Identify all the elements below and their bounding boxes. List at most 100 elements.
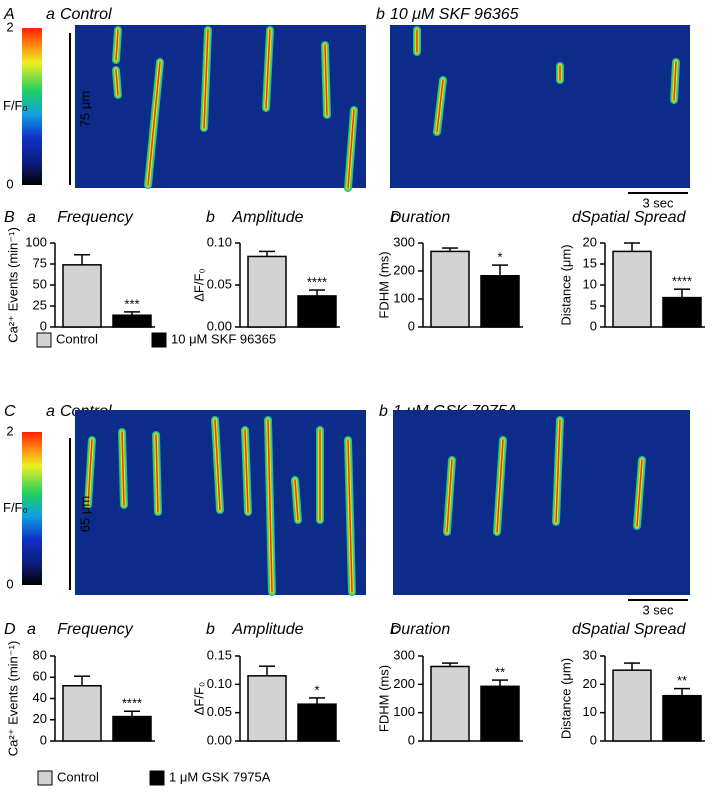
calcium-wave <box>294 479 299 521</box>
colorbar-label: F/F₀ <box>3 500 28 515</box>
colorbar-label: F/F₀ <box>3 98 28 113</box>
y-tick-label: 20 <box>583 234 597 249</box>
chart-title: Duration <box>390 621 451 638</box>
colorbar-tick-label: 2 <box>6 19 13 34</box>
panel-title: Control <box>60 6 112 23</box>
panel-letter: a <box>46 403 55 420</box>
chart-letter: a <box>27 621 36 638</box>
chart-title: Duration <box>390 209 451 226</box>
calcium-wave <box>636 459 643 527</box>
legend-swatch <box>151 332 167 348</box>
significance: *** <box>124 296 139 311</box>
kymograph <box>393 410 690 595</box>
y-tick-label: 0 <box>40 318 47 333</box>
y-tick-label: 0.00 <box>207 318 232 333</box>
calcium-wave <box>115 69 119 96</box>
significance: ** <box>677 673 687 688</box>
significance: ** <box>495 665 505 680</box>
chart-letter: c <box>391 209 399 226</box>
colorbar <box>22 432 42 585</box>
legend-label: 10 μM SKF 96365 <box>171 331 276 346</box>
y-tick-label: 200 <box>393 676 415 691</box>
calcium-wave <box>496 439 504 533</box>
legend-swatch <box>36 332 52 348</box>
y-tick-label: 10 <box>583 704 597 719</box>
chart-title: Amplitude <box>231 621 303 638</box>
panel-letter: b <box>379 403 388 420</box>
kymograph <box>390 25 690 188</box>
calcium-wave <box>155 434 159 513</box>
y-tick-label: 20 <box>33 711 47 726</box>
bar <box>480 275 520 328</box>
length-scale-label: 75 μm <box>77 91 92 127</box>
bar <box>612 669 652 742</box>
calcium-wave <box>446 459 453 533</box>
panel-letter: b <box>376 6 385 23</box>
colorbar-tick-label: 0 <box>6 576 13 591</box>
chart-letter: b <box>206 209 215 226</box>
significance: **** <box>672 274 692 289</box>
calcium-wave <box>87 439 93 506</box>
y-tick-label: 200 <box>393 262 415 277</box>
calcium-wave <box>347 439 353 593</box>
y-tick-label: 10 <box>583 276 597 291</box>
length-scale-label: 65 μm <box>77 496 92 532</box>
y-tick-label: 75 <box>33 255 47 270</box>
bar <box>62 685 102 742</box>
bar <box>662 296 702 328</box>
calcium-wave <box>265 29 271 109</box>
calcium-wave <box>324 44 328 116</box>
bar <box>662 694 702 742</box>
chart-letter: c <box>391 621 399 638</box>
y-tick-label: 40 <box>33 690 47 705</box>
y-axis-label: Ca²⁺ Events (min⁻¹) <box>5 641 20 757</box>
colorbar-tick-label: 2 <box>6 423 13 438</box>
y-tick-label: 30 <box>583 647 597 662</box>
y-tick-label: 5 <box>590 297 597 312</box>
panel-title: 10 μM SKF 96365 <box>390 6 519 23</box>
section-letter: D <box>4 621 16 638</box>
y-tick-label: 0 <box>408 318 415 333</box>
time-scale-label: 3 sec <box>642 195 674 210</box>
calcium-wave <box>555 419 561 523</box>
legend-swatch <box>149 770 165 786</box>
y-tick-label: 300 <box>393 234 415 249</box>
bar <box>247 675 287 742</box>
legend-swatch <box>37 770 53 786</box>
bar <box>247 255 287 328</box>
calcium-wave <box>267 419 273 593</box>
bar <box>430 665 470 742</box>
significance: * <box>314 682 319 697</box>
y-tick-label: 0 <box>590 318 597 333</box>
bar <box>112 715 152 742</box>
chart-title: Frequency <box>57 209 134 226</box>
calcium-wave <box>347 109 355 189</box>
chart-title: Amplitude <box>231 209 303 226</box>
y-axis-label: FDHM (ms) <box>376 665 391 732</box>
chart-letter: a <box>27 209 36 226</box>
panel-letter: a <box>46 6 55 23</box>
y-tick-label: 0 <box>408 732 415 747</box>
y-tick-label: 50 <box>33 276 47 291</box>
y-tick-label: 0.05 <box>207 276 232 291</box>
bar <box>112 314 152 328</box>
y-tick-label: 100 <box>25 234 47 249</box>
chart-letter: b <box>206 621 215 638</box>
y-tick-label: 100 <box>393 290 415 305</box>
time-scale-label: 3 sec <box>642 602 674 617</box>
y-tick-label: 0.15 <box>207 647 232 662</box>
y-axis-label: FDHM (ms) <box>376 251 391 318</box>
bar <box>480 685 520 742</box>
y-tick-label: 0.10 <box>207 234 232 249</box>
legend-label: Control <box>56 331 98 346</box>
calcium-wave <box>121 431 125 506</box>
y-tick-label: 0 <box>40 732 47 747</box>
calcium-wave <box>203 29 209 129</box>
y-tick-label: 0.00 <box>207 732 232 747</box>
bar <box>612 250 652 328</box>
significance: * <box>497 250 502 265</box>
y-tick-label: 60 <box>33 669 47 684</box>
colorbar <box>22 28 42 185</box>
y-tick-label: 100 <box>393 704 415 719</box>
